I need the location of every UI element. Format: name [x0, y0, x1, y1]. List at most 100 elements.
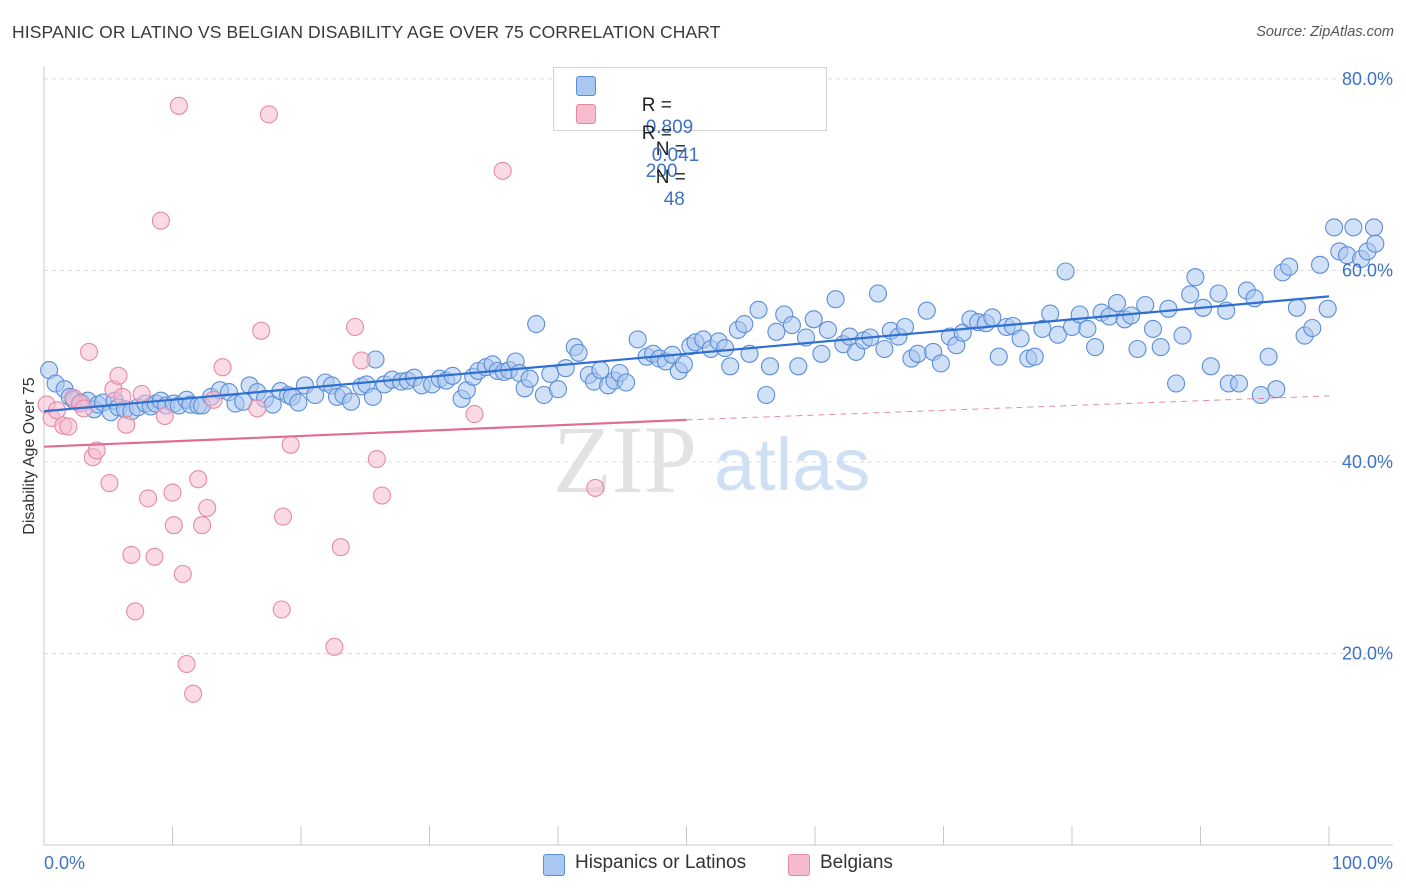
belgian-point	[259, 105, 278, 124]
hispanic-point	[735, 315, 754, 334]
hispanic-point	[826, 290, 845, 309]
hispanic-point	[520, 369, 539, 388]
hispanic-point	[716, 339, 735, 358]
hispanic-point	[1186, 268, 1205, 287]
belgian-point	[151, 211, 170, 230]
grid-lines	[44, 78, 1393, 654]
belgian-point	[122, 545, 141, 564]
y-axis-label: Disability Age Over 75	[21, 377, 38, 535]
belgian-point	[586, 478, 605, 497]
x-tick-label-min: 0.0%	[44, 853, 85, 873]
belgian-point	[109, 366, 128, 385]
hispanic-point	[749, 300, 768, 319]
trend-lines	[43, 295, 1330, 448]
hispanic-point	[895, 317, 915, 337]
hispanic-point	[757, 385, 776, 405]
belgian-point	[117, 415, 136, 434]
bottom-legend-swatch-blue	[543, 854, 565, 876]
belgian-point	[272, 600, 291, 619]
y-tick-label: 80.0%	[1342, 69, 1393, 89]
belgian-point	[213, 358, 232, 377]
hispanic-point	[1056, 262, 1075, 281]
hispanic-point	[868, 284, 888, 303]
hispanic-point	[1209, 284, 1228, 303]
hispanic-point	[1364, 218, 1384, 237]
hispanic-point	[1251, 385, 1270, 405]
hispanic-point	[1259, 347, 1278, 366]
hispanic-point	[628, 330, 647, 349]
belgian-point	[177, 654, 196, 674]
belgian-point	[204, 390, 223, 409]
belgian-point	[113, 387, 132, 406]
hispanic-point	[1318, 299, 1337, 318]
hispanic-point	[875, 339, 894, 359]
axes	[43, 66, 1393, 846]
belgian-point	[465, 405, 484, 424]
hispanic-point	[1267, 380, 1286, 399]
hispanic-point	[591, 361, 610, 380]
hispanic-point	[569, 343, 588, 362]
hispanic-point	[289, 393, 308, 412]
belgian-point	[189, 470, 208, 489]
watermark-atlas: atlas	[714, 423, 870, 506]
belgian-point	[184, 684, 203, 703]
hispanic-point	[617, 373, 636, 392]
belgian-trend-line-solid	[43, 418, 687, 448]
hispanic-point	[1151, 338, 1170, 357]
hispanic-point	[1167, 374, 1186, 393]
hispanic-point	[812, 344, 831, 363]
belgian-point	[352, 351, 371, 370]
belgian-point	[79, 342, 99, 361]
hispanic-point	[721, 357, 740, 376]
belgian-point	[132, 384, 151, 404]
hispanic-point	[989, 347, 1008, 366]
belgian-point	[493, 161, 512, 180]
hispanic-point	[1303, 318, 1322, 338]
hispanic-point	[1107, 294, 1127, 313]
belgian-point	[173, 564, 192, 584]
watermark: ZIP atlas	[553, 406, 870, 513]
belgian-point	[164, 516, 183, 535]
bottom-legend-hispanic: Hispanics or Latinos	[543, 852, 747, 876]
legend-swatch-pink	[576, 104, 596, 124]
hispanic-point	[342, 392, 361, 411]
hispanic-point	[1048, 325, 1067, 344]
legend-swatch-blue	[576, 76, 596, 96]
hispanic-point	[760, 357, 780, 376]
hispanic-point	[1181, 285, 1200, 304]
bottom-legend-label: Hispanics or Latinos	[575, 852, 747, 873]
legend-r-value: 0.041	[651, 145, 700, 166]
hispanic-point	[804, 310, 823, 329]
belgian-point	[372, 486, 392, 505]
hispanic-point	[1128, 339, 1147, 359]
hispanic-point	[767, 322, 786, 341]
hispanic-point	[1033, 319, 1052, 338]
legend-n-label: N =	[655, 139, 686, 160]
hispanic-point	[917, 301, 936, 320]
hispanic-point	[1143, 319, 1163, 338]
y-tick-label: 20.0%	[1342, 644, 1393, 664]
belgian-point	[169, 96, 188, 115]
hispanic-point	[527, 315, 546, 334]
hispanic-point	[548, 380, 568, 399]
hispanic-point	[363, 387, 383, 406]
belgian-point	[193, 516, 212, 535]
hispanic-point	[931, 354, 950, 373]
chart-title: HISPANIC OR LATINO VS BELGIAN DISABILITY…	[12, 22, 721, 42]
x-tick-label-max: 100.0%	[1332, 853, 1393, 873]
hispanic-point	[1078, 319, 1097, 338]
legend-r-value: 0.809	[645, 117, 694, 138]
hispanic-point	[1325, 218, 1344, 237]
hispanic-point	[1280, 257, 1299, 276]
y-tick-labels: 20.0% 40.0% 60.0% 80.0%	[1342, 69, 1393, 664]
hispanic-point	[1229, 374, 1249, 393]
hispanic-point	[789, 357, 808, 376]
belgian-point	[281, 435, 300, 454]
stats-legend: R = 0.809 N = 200 R = 0.041 N = 48	[553, 67, 827, 210]
legend-r-label: R =	[641, 95, 672, 116]
legend-n-value: 200	[645, 161, 678, 182]
bottom-legend-belgian: Belgians	[788, 852, 893, 876]
belgian-point	[155, 406, 174, 426]
hispanic-point	[1201, 357, 1220, 376]
